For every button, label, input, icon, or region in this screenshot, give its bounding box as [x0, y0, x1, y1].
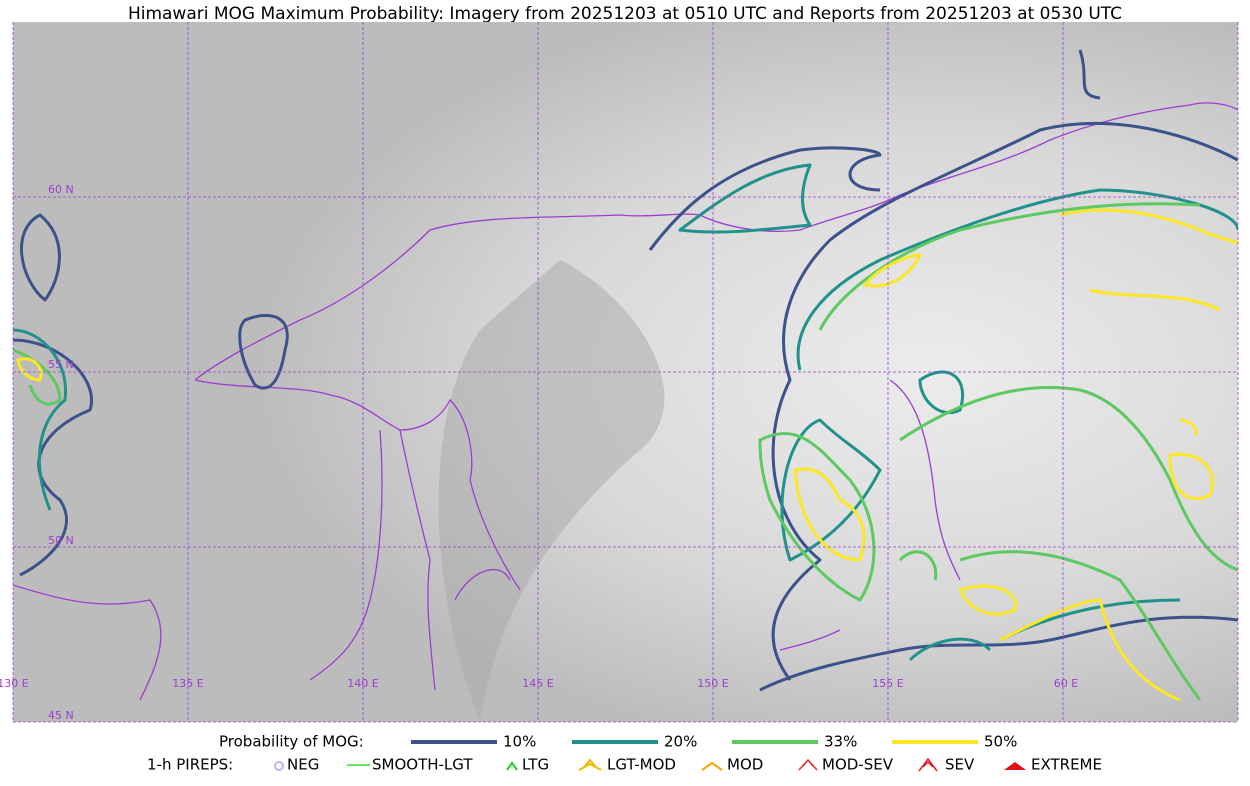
- lon-label: 145 E: [522, 677, 553, 690]
- pirep-icon: [918, 757, 938, 772]
- pirep-entry: LTG: [522, 756, 549, 774]
- pirep-icon: [506, 761, 518, 771]
- lon-label: 135 E: [172, 677, 203, 690]
- lon-label: 150 E: [697, 677, 728, 690]
- lat-label: 55 N: [48, 358, 74, 371]
- pirep-entry: MOD: [727, 756, 763, 774]
- legend-entry: 20%: [664, 733, 697, 751]
- lon-label: 60 E: [1054, 677, 1078, 690]
- pirep-icon: [798, 758, 818, 771]
- pirep-icon: [1004, 762, 1026, 770]
- lat-label: 60 N: [48, 183, 74, 196]
- pirep-entry: EXTREME: [1031, 756, 1102, 774]
- legend-entry: 33%: [824, 733, 857, 751]
- pireps-label: 1-h PIREPS:: [147, 756, 233, 774]
- pirep-icon: [578, 758, 602, 771]
- lon-label: 155 E: [872, 677, 903, 690]
- lat-label: 50 N: [48, 534, 74, 547]
- legend-label: Probability of MOG:: [219, 733, 364, 751]
- pirep-entry: NEG: [287, 756, 319, 774]
- legend-entry: 50%: [984, 733, 1017, 751]
- lon-label: 140 E: [347, 677, 378, 690]
- pirep-entry: MOD-SEV: [822, 756, 894, 774]
- pirep-icon: [701, 761, 723, 771]
- pirep-icon: [274, 761, 284, 771]
- lon-label: 130 E: [0, 677, 29, 690]
- pirep-entry: SEV: [945, 756, 975, 774]
- legend: Probability of MOG: 1-h PIREPS: 10% 20% 33…: [147, 733, 1102, 774]
- pirep-entry: LGT-MOD: [607, 756, 676, 774]
- title: Himawari MOG Maximum Probability: Imager…: [128, 4, 1122, 24]
- lat-label: 45 N: [48, 709, 74, 722]
- graticule: 60 N 55 N 50 N 45 N 130 E 135 E 140 E 145 E 150 …: [0, 22, 1239, 723]
- pirep-entry: SMOOTH-LGT: [372, 756, 473, 774]
- legend-entry: 10%: [503, 733, 536, 751]
